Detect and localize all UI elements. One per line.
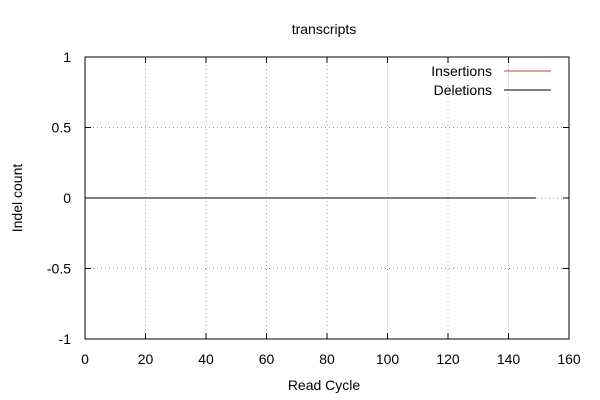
legend-label-insertions: Insertions <box>431 63 492 79</box>
x-tick-label: 120 <box>436 351 460 367</box>
x-axis-title: Read Cycle <box>288 377 361 393</box>
x-tick-labels: 0 20 40 60 80 100 120 140 160 <box>81 351 581 367</box>
x-tick-label: 20 <box>138 351 154 367</box>
legend: Insertions Deletions <box>431 63 551 98</box>
y-tick-label: 0.5 <box>52 120 72 136</box>
legend-label-deletions: Deletions <box>434 82 492 98</box>
y-tick-labels: 1 0.5 0 -0.5 -1 <box>47 49 71 347</box>
legend-item-insertions: Insertions <box>431 63 551 79</box>
x-tick-label: 80 <box>319 351 335 367</box>
axis-ticks <box>84 56 570 340</box>
legend-item-deletions: Deletions <box>434 82 551 98</box>
y-tick-label: 1 <box>63 49 71 65</box>
x-tick-label: 0 <box>81 351 89 367</box>
x-tick-label: 40 <box>198 351 214 367</box>
y-tick-label: -1 <box>59 331 72 347</box>
chart-title: transcripts <box>292 21 357 37</box>
x-tick-label: 140 <box>497 351 521 367</box>
y-axis-title: Indel count <box>9 164 25 233</box>
x-tick-label: 100 <box>376 351 400 367</box>
x-tick-label: 60 <box>259 351 275 367</box>
y-tick-label: 0 <box>63 190 71 206</box>
x-tick-label: 160 <box>557 351 581 367</box>
y-tick-label: -0.5 <box>47 261 71 277</box>
